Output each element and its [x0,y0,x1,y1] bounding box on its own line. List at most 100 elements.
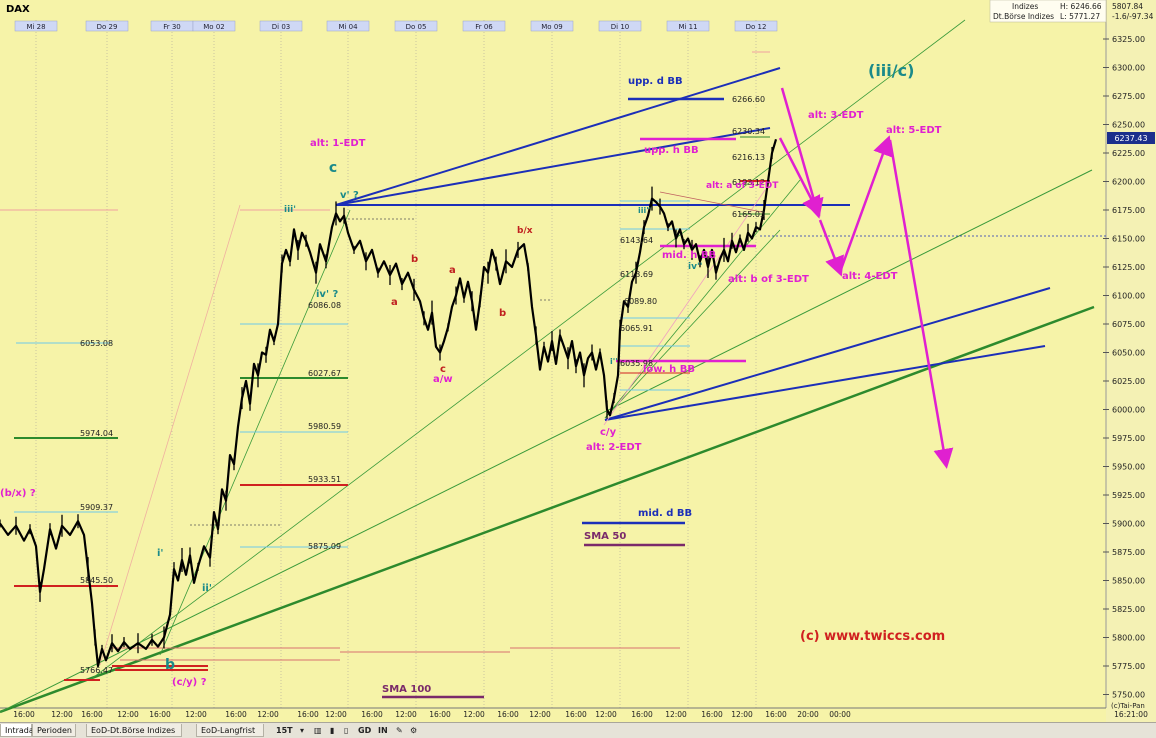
y-tick-label: 6200.00 [1112,178,1145,187]
hour-label: 12:00 [117,710,139,719]
wave-annotation: a/w [433,374,453,385]
wave-annotation: ii' [202,583,212,594]
hour-label: 12:00 [325,710,347,719]
chart-type-icon[interactable]: ▥ [314,726,322,735]
info-low: L: 5771.27 [1060,12,1100,21]
wave-annotation: iv'' [688,262,702,272]
day-label: Mo 02 [203,23,224,31]
wave-annotation: upp. d BB [628,76,683,87]
hour-label: 12:00 [665,710,687,719]
wave-annotation: low. h BB [643,364,695,375]
tab-intraday[interactable]: Intraday [0,724,38,737]
hour-label: 12:00 [51,710,73,719]
green-fan-line [604,229,781,419]
bar-icon[interactable]: ▯ [344,726,349,735]
hour-label: 16:00 [225,710,247,719]
wave-annotation: mid. h BB [662,250,716,261]
candle-icon[interactable]: ▮ [330,726,335,735]
price-level-label: 6143.64 [620,236,653,245]
wave-annotation: a [391,297,398,308]
day-label: Mo 09 [541,23,562,31]
day-label: Do 05 [406,23,427,31]
projection-arrow [888,139,954,469]
price-level-label: 5875.09 [308,542,341,551]
y-tick-label: 5775.00 [1112,662,1145,671]
day-label: Mi 11 [678,23,697,31]
wave-annotation: alt: 5-EDT [886,125,942,136]
day-label: Di 10 [611,23,629,31]
hour-label: 16:00 [765,710,787,719]
hour-label: 12:00 [185,710,207,719]
day-label-bg-6 [394,20,438,32]
wave-annotation: alt: 1-EDT [310,138,366,149]
projection-arrow [818,219,844,277]
wave-annotation: mid. d BB [638,508,692,519]
bottom-toolbar: Intraday Perioden EoD-Dt.Börse Indizes E… [0,722,1156,738]
dax-intraday-chart[interactable]: Mi 28 Do 29 Fr 30 Mo 02 Di 03 Mi 04 Do 05 Fr 06… [0,0,1156,722]
wave-annotation: alt: a of 3-EDT [706,181,779,191]
projection-arrow [778,137,821,217]
wave-annotation: iv' ? [316,289,338,300]
blue-channel-line [335,67,781,206]
price-level-label: 6113.69 [620,270,653,279]
symbol-title: DAX [6,4,30,15]
day-label: Mi 04 [338,23,358,31]
wave-annotation: SMA 100 [382,684,431,695]
day-label: Do 12 [746,23,767,31]
y-tick-label: 5825.00 [1112,605,1145,614]
day-label: Fr 06 [475,23,493,31]
price-level-label: 6089.80 [624,297,657,306]
blue-channel-line [335,127,771,206]
wave-annotation: c [440,364,446,375]
tab-eod-langfrist[interactable]: EoD-Langfrist [196,724,264,737]
projection-arrow [780,87,824,219]
tab-eod-dt-boerse[interactable]: EoD-Dt.Börse Indizes [86,724,182,737]
day-label-bg-1 [85,20,129,32]
wave-annotation: upp. h BB [644,145,699,156]
day-label: Do 29 [97,23,118,31]
wave-annotation: (c) www.twiccs.com [800,629,945,644]
day-label-bg-5 [326,20,370,32]
gd-button[interactable]: GD [358,726,372,735]
y-tick-label: 6150.00 [1112,235,1145,244]
y-tick-label: 6075.00 [1112,320,1145,329]
y-tick-label: 6025.00 [1112,377,1145,386]
price-level-label: 5933.51 [308,475,341,484]
wave-annotation: alt: 3-EDT [808,110,864,121]
hour-label: 20:00 [797,710,819,719]
hour-label: 12:00 [731,710,753,719]
day-label-bg-9 [598,20,642,32]
y-tick-label: 5925.00 [1112,491,1145,500]
day-label-bg-4 [259,20,303,32]
hour-label: 12:00 [395,710,417,719]
info-exchange: Indizes [1012,2,1038,11]
day-label-bg-11 [734,20,778,32]
tai-pan-credit: (c)Tai-Pan [1111,702,1145,710]
blue-channel-line [604,287,1051,421]
price-level-label: 6053.08 [80,339,113,348]
y-tick-label: 5975.00 [1112,434,1145,443]
draw-icon[interactable]: ✎ [396,726,403,735]
settings-icon[interactable]: ⚙ [410,726,418,735]
y-tick-label: 5950.00 [1112,463,1145,472]
pink-guide-diag [99,204,241,666]
blue-channel-line [604,345,1046,421]
price-level-label: 6266.60 [732,95,765,104]
wave-annotation: b/x [517,226,533,236]
price-level-label: 6193.12 [732,178,765,187]
day-label-bg-0 [14,20,58,32]
tab-perioden[interactable]: Perioden [32,724,76,737]
hour-label: 16:00 [631,710,653,719]
wave-annotation: b [499,308,506,319]
wave-annotation: iii'' [638,206,651,215]
dropdown-icon[interactable]: ▾ [300,726,305,735]
price-level-label: 5766.47 [80,666,113,675]
wave-annotation: c [329,160,337,176]
in-button[interactable]: IN [378,726,388,735]
price-level-label: 6035.98 [620,359,653,368]
y-tick-label: 6125.00 [1112,263,1145,272]
price-level-label: 6165.03 [732,210,765,219]
price-tag-bg [1107,132,1155,144]
green-fan-line [89,19,966,681]
interval-select[interactable]: 15T [276,726,293,735]
